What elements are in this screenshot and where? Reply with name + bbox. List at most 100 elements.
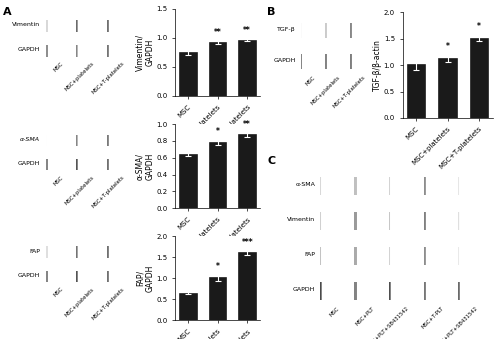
Bar	[424, 177, 426, 195]
Bar	[76, 246, 78, 258]
Bar	[107, 135, 108, 146]
Bar	[424, 177, 426, 195]
Bar	[320, 177, 322, 195]
Text: α-SMA: α-SMA	[296, 181, 316, 186]
Text: Vimentin: Vimentin	[12, 22, 40, 27]
Bar	[424, 212, 425, 230]
Bar	[46, 159, 48, 171]
Bar	[354, 212, 356, 230]
Bar	[424, 212, 426, 230]
Text: *: *	[477, 22, 481, 31]
Bar	[320, 282, 322, 300]
Bar	[390, 247, 391, 265]
Bar	[321, 177, 322, 195]
Bar	[76, 135, 78, 146]
Text: MSC+T-platelets: MSC+T-platelets	[91, 286, 126, 321]
Bar	[320, 247, 322, 265]
Bar	[320, 177, 322, 195]
Bar	[351, 54, 352, 69]
Bar	[458, 282, 460, 300]
Bar	[350, 23, 352, 38]
Bar	[424, 177, 426, 195]
Bar	[320, 212, 322, 230]
Bar	[458, 177, 460, 195]
Bar	[354, 212, 356, 230]
Bar	[320, 212, 321, 230]
Bar	[390, 247, 391, 265]
Bar	[424, 212, 426, 230]
Y-axis label: Vimentin/
GAPDH: Vimentin/ GAPDH	[136, 34, 154, 71]
Bar	[354, 177, 356, 195]
Bar	[390, 212, 391, 230]
Bar	[46, 135, 47, 146]
Bar	[459, 247, 460, 265]
Bar	[424, 282, 426, 300]
Bar	[424, 247, 426, 265]
Bar	[350, 54, 352, 69]
Bar	[326, 23, 327, 38]
Bar	[46, 45, 47, 57]
Text: MSC+T-platelets: MSC+T-platelets	[91, 61, 126, 96]
Bar	[350, 54, 352, 69]
Bar	[459, 282, 460, 300]
Bar	[107, 45, 108, 57]
Bar	[390, 212, 392, 230]
Bar	[106, 271, 108, 282]
Bar	[355, 282, 356, 300]
Bar	[459, 212, 460, 230]
Bar	[76, 20, 78, 32]
Bar	[424, 282, 425, 300]
Bar	[77, 45, 78, 57]
Bar	[107, 135, 108, 146]
Bar	[355, 212, 356, 230]
Bar	[424, 247, 426, 265]
Bar	[355, 212, 356, 230]
Bar	[459, 177, 460, 195]
Bar	[77, 246, 78, 258]
Bar	[320, 177, 321, 195]
Bar	[46, 159, 48, 171]
Bar	[76, 246, 78, 258]
Bar	[77, 159, 78, 171]
Bar	[459, 212, 460, 230]
Bar	[320, 282, 322, 300]
Bar	[320, 177, 322, 195]
Bar	[108, 159, 109, 171]
Bar	[424, 212, 426, 230]
Bar	[76, 246, 78, 258]
Bar	[76, 271, 78, 282]
Bar	[320, 212, 322, 230]
Bar	[320, 282, 321, 300]
Bar	[76, 135, 78, 146]
Bar	[355, 282, 356, 300]
Bar	[46, 45, 47, 57]
Bar	[46, 20, 48, 32]
Bar	[424, 177, 426, 195]
Bar	[424, 282, 425, 300]
Bar	[107, 246, 108, 258]
Bar	[46, 20, 48, 32]
Bar	[77, 246, 78, 258]
Bar	[76, 20, 78, 32]
Bar	[390, 247, 391, 265]
Bar	[321, 282, 322, 300]
Bar	[351, 54, 352, 69]
Bar	[46, 246, 48, 258]
Bar	[351, 54, 352, 69]
Bar	[46, 45, 47, 57]
Bar	[424, 282, 426, 300]
Bar	[389, 282, 390, 300]
Bar	[46, 246, 47, 258]
Bar	[354, 212, 356, 230]
Bar	[107, 20, 108, 32]
Bar	[458, 177, 460, 195]
Bar	[350, 23, 352, 38]
Bar	[458, 177, 460, 195]
Bar	[107, 20, 108, 32]
Bar	[459, 212, 460, 230]
Bar	[326, 23, 327, 38]
Bar	[458, 247, 460, 265]
Bar	[320, 177, 322, 195]
Bar	[350, 23, 352, 38]
Bar	[77, 135, 78, 146]
